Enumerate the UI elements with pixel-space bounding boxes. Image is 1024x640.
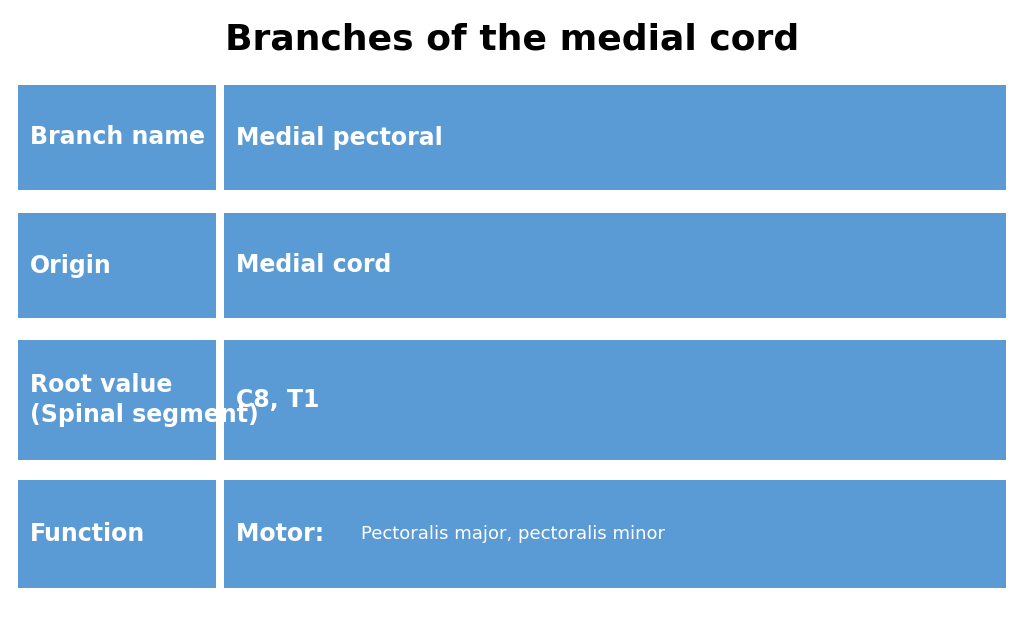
Text: Origin: Origin [30,253,112,278]
Text: Branch name: Branch name [30,125,205,150]
Bar [224,85,1006,190]
Text: Pectoralis major, pectoralis minor: Pectoralis major, pectoralis minor [361,525,666,543]
Text: Branches of the medial cord: Branches of the medial cord [225,23,799,57]
Text: Medial pectoral: Medial pectoral [236,125,442,150]
Text: Root value
(Spinal segment): Root value (Spinal segment) [30,373,259,427]
Bar [224,340,1006,460]
Bar [18,213,216,318]
Text: C8, T1: C8, T1 [236,388,319,412]
Bar [224,213,1006,318]
Text: Motor:: Motor: [236,522,333,546]
Text: Function: Function [30,522,145,546]
Text: Medial cord: Medial cord [236,253,391,278]
Bar [224,480,1006,588]
Bar [18,85,216,190]
Bar [18,480,216,588]
Bar [18,340,216,460]
